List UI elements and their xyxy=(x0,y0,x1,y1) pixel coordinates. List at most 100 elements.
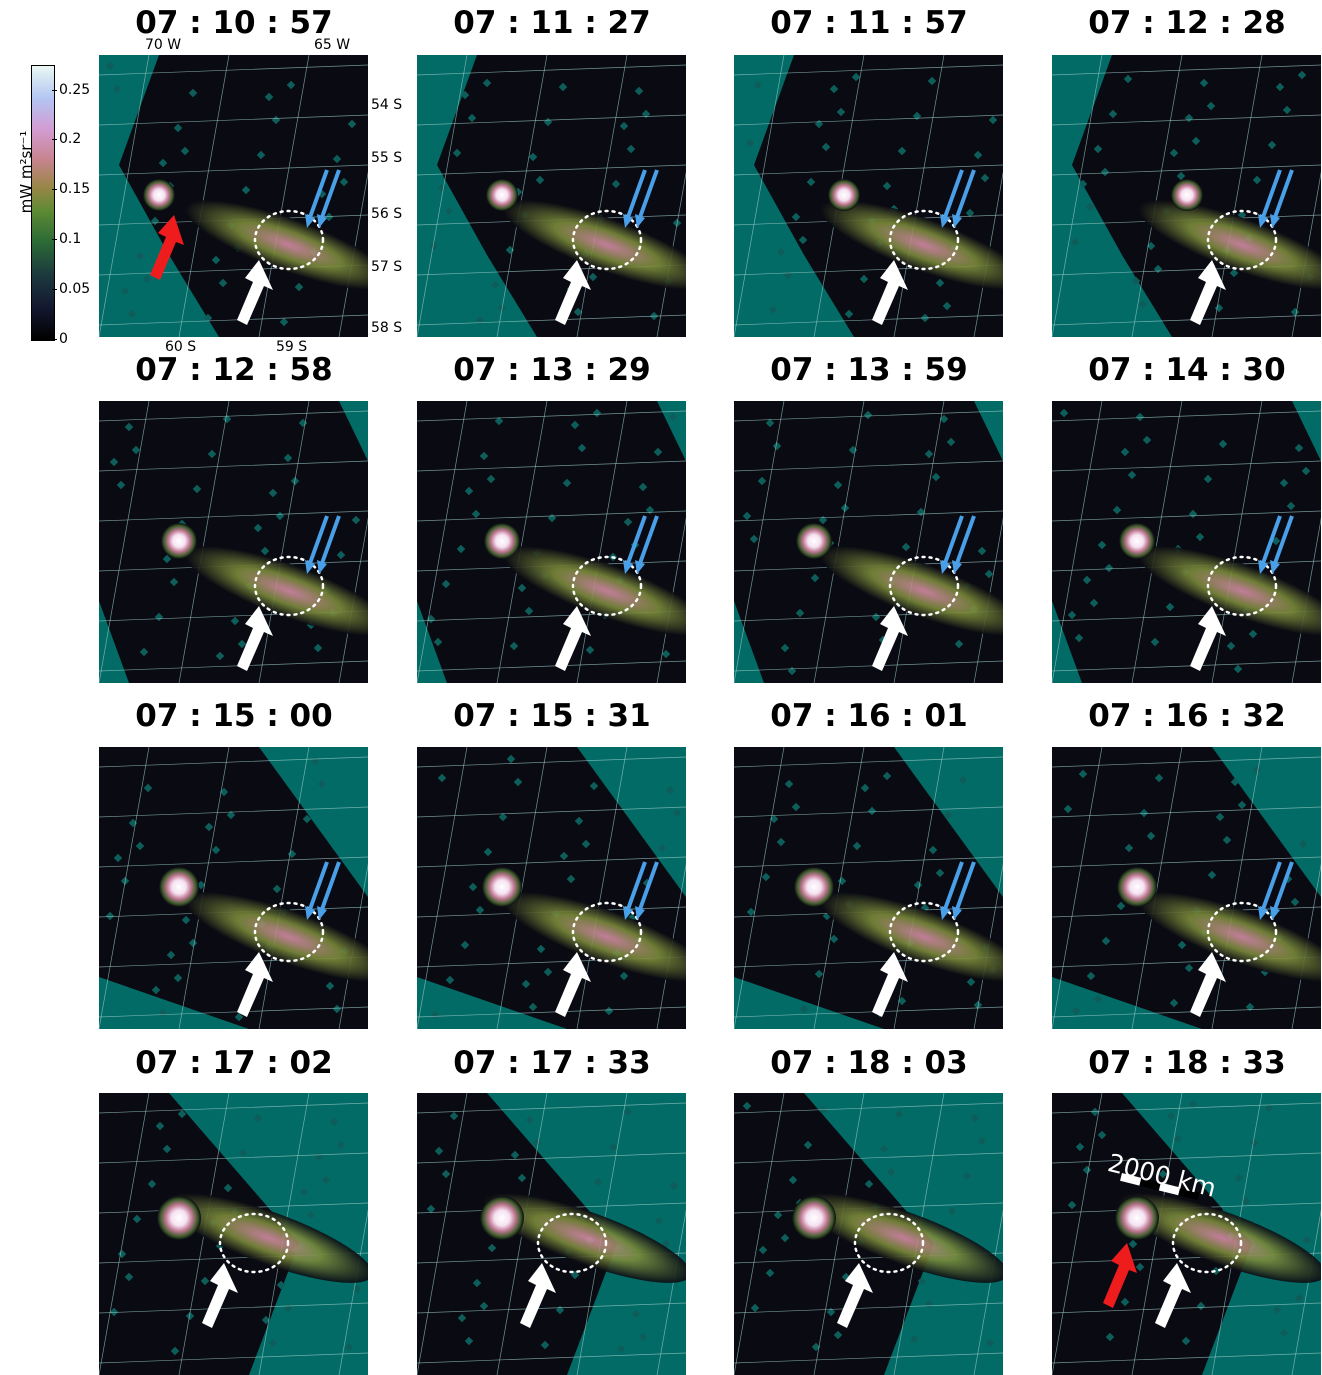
panel-time-label: 07 : 12 : 28 xyxy=(1088,5,1286,41)
white-arrow-icon xyxy=(872,952,908,1017)
aurora-image xyxy=(734,55,1003,337)
colorbar-tick: 0.1 xyxy=(51,231,82,247)
blue-arrow-icon xyxy=(1272,861,1294,913)
panel-time-label: 07 : 13 : 29 xyxy=(453,352,651,388)
lat-label-58s: 58 S xyxy=(371,320,403,336)
blue-arrow-icon xyxy=(1260,515,1282,567)
panel-time-label: 07 : 17 : 33 xyxy=(453,1045,651,1081)
panel-time-label: 07 : 10 : 57 xyxy=(135,5,333,41)
aurora-image-panel xyxy=(734,401,1003,683)
aurora-image xyxy=(734,401,1003,683)
blue-arrow-icon xyxy=(1272,515,1294,567)
aurora-image-panel xyxy=(1052,55,1321,337)
aurora-image xyxy=(734,747,1003,1029)
panel-time-label: 07 : 11 : 27 xyxy=(453,5,651,41)
blue-arrow-icon xyxy=(1260,169,1282,221)
aurora-image xyxy=(734,1093,1003,1375)
colorbar-tick: 0.05 xyxy=(51,281,91,297)
colorbar-tick: 0.15 xyxy=(51,181,91,197)
white-arrow-icon xyxy=(1190,606,1226,671)
aurora-image-panel xyxy=(99,1093,368,1375)
panel-time-label: 07 : 18 : 03 xyxy=(770,1045,968,1081)
lat-label-60s: 60 S xyxy=(165,339,197,355)
aurora-image xyxy=(99,401,368,683)
white-arrow-icon xyxy=(872,260,908,325)
white-arrow-icon xyxy=(202,1263,238,1328)
white-arrow-icon xyxy=(237,260,273,325)
lat-label-57s: 57 S xyxy=(371,259,403,275)
white-arrow-icon xyxy=(555,260,591,325)
aurora-image xyxy=(417,747,686,1029)
aurora-image-panel xyxy=(734,1093,1003,1375)
aurora-image-panel xyxy=(734,747,1003,1029)
panel-time-label: 07 : 12 : 58 xyxy=(135,352,333,388)
lat-label-54s: 54 S xyxy=(371,97,403,113)
blue-arrow-icon xyxy=(942,515,964,567)
colorbar-tick: 0.25 xyxy=(51,82,91,98)
aurora-image-panel xyxy=(417,55,686,337)
blue-arrow-icon xyxy=(625,169,647,221)
white-arrow-icon xyxy=(520,1263,556,1328)
white-arrow-icon xyxy=(555,952,591,1017)
aurora-image-panel xyxy=(417,747,686,1029)
aurora-image xyxy=(1052,55,1321,337)
aurora-image xyxy=(1052,747,1321,1029)
blue-arrow-icon xyxy=(319,861,341,913)
blue-arrow-icon xyxy=(942,861,964,913)
aurora-image-panel xyxy=(1052,1093,1321,1375)
aurora-image xyxy=(1052,1093,1321,1375)
aurora-image-panel xyxy=(99,747,368,1029)
blue-arrow-icon xyxy=(942,169,964,221)
aurora-image-panel xyxy=(99,401,368,683)
lat-label-59s: 59 S xyxy=(276,339,308,355)
scale-bar xyxy=(1120,1173,1200,1201)
aurora-image xyxy=(99,55,368,337)
white-arrow-icon xyxy=(1155,1263,1191,1328)
lon-label-70w: 70 W xyxy=(145,37,182,53)
panel-time-label: 07 : 18 : 33 xyxy=(1088,1045,1286,1081)
blue-arrow-icon xyxy=(319,169,341,221)
blue-arrow-icon xyxy=(1260,861,1282,913)
blue-arrow-icon xyxy=(637,169,659,221)
red-arrow-icon xyxy=(150,215,184,280)
lon-label-65w: 65 W xyxy=(314,37,351,53)
panel-time-label: 07 : 11 : 57 xyxy=(770,5,968,41)
aurora-image-panel xyxy=(417,401,686,683)
blue-arrow-icon xyxy=(307,861,329,913)
blue-arrow-icon xyxy=(307,515,329,567)
colorbar xyxy=(31,65,55,341)
blue-arrow-icon xyxy=(954,169,976,221)
blue-arrow-icon xyxy=(625,861,647,913)
aurora-image xyxy=(417,1093,686,1375)
white-arrow-icon xyxy=(837,1263,873,1328)
blue-arrow-icon xyxy=(637,515,659,567)
blue-arrow-icon xyxy=(307,169,329,221)
panel-time-label: 07 : 14 : 30 xyxy=(1088,352,1286,388)
panel-time-label: 07 : 15 : 31 xyxy=(453,698,651,734)
aurora-image xyxy=(99,747,368,1029)
colorbar-tick: 0 xyxy=(52,331,68,347)
colorbar-label: mW m²sr⁻¹ xyxy=(17,130,35,214)
white-arrow-icon xyxy=(555,606,591,671)
aurora-image xyxy=(99,1093,368,1375)
aurora-image-panel xyxy=(417,1093,686,1375)
colorbar-tick: 0.2 xyxy=(51,131,82,147)
white-arrow-icon xyxy=(1190,952,1226,1017)
blue-arrow-icon xyxy=(954,515,976,567)
blue-arrow-icon xyxy=(637,861,659,913)
panel-time-label: 07 : 13 : 59 xyxy=(770,352,968,388)
panel-time-label: 07 : 15 : 00 xyxy=(135,698,333,734)
aurora-image xyxy=(417,401,686,683)
blue-arrow-icon xyxy=(1272,169,1294,221)
aurora-image-panel xyxy=(1052,747,1321,1029)
aurora-image xyxy=(1052,401,1321,683)
panel-time-label: 07 : 16 : 32 xyxy=(1088,698,1286,734)
panel-time-label: 07 : 16 : 01 xyxy=(770,698,968,734)
blue-arrow-icon xyxy=(319,515,341,567)
red-arrow-icon xyxy=(1103,1243,1137,1308)
aurora-image-panel xyxy=(99,55,368,337)
aurora-image xyxy=(417,55,686,337)
white-arrow-icon xyxy=(872,606,908,671)
lat-label-56s: 56 S xyxy=(371,206,403,222)
panel-time-label: 07 : 17 : 02 xyxy=(135,1045,333,1081)
